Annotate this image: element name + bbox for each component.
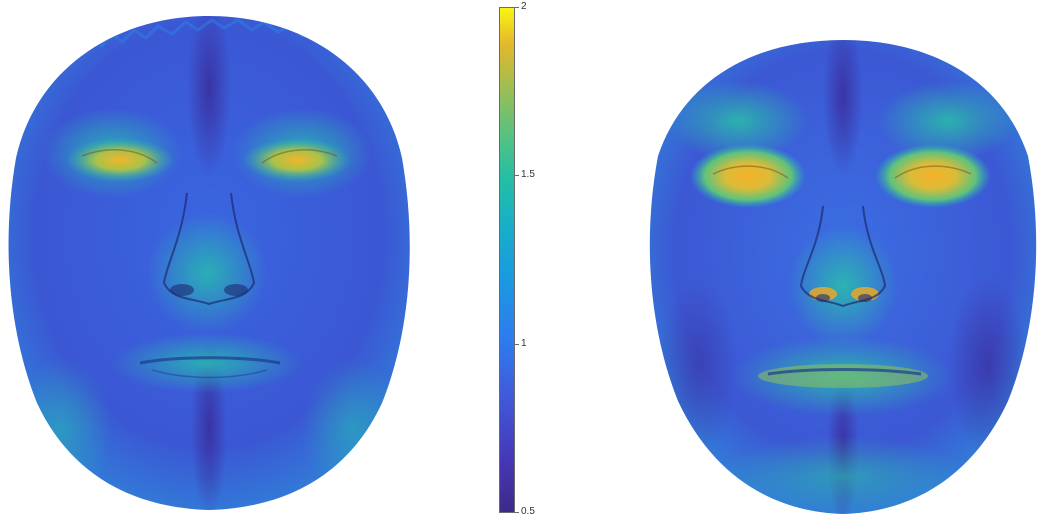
colorbar-tick <box>515 512 519 513</box>
colorbar-gradient <box>499 7 515 513</box>
colorbar-tick-label: 0.5 <box>521 506 535 517</box>
colorbar-tick-label: 2 <box>521 1 527 12</box>
colorbar-tick <box>515 175 519 176</box>
colorbar-tick <box>515 7 519 8</box>
colorbar-tick-label: 1 <box>521 338 527 349</box>
face-heatmap-left <box>8 16 410 510</box>
colorbar-tick <box>515 344 519 345</box>
colorbar: 2 1.5 1 0.5 <box>495 1 555 517</box>
colorbar-tick-label: 1.5 <box>521 169 535 180</box>
face-heatmap-right <box>649 40 1037 514</box>
